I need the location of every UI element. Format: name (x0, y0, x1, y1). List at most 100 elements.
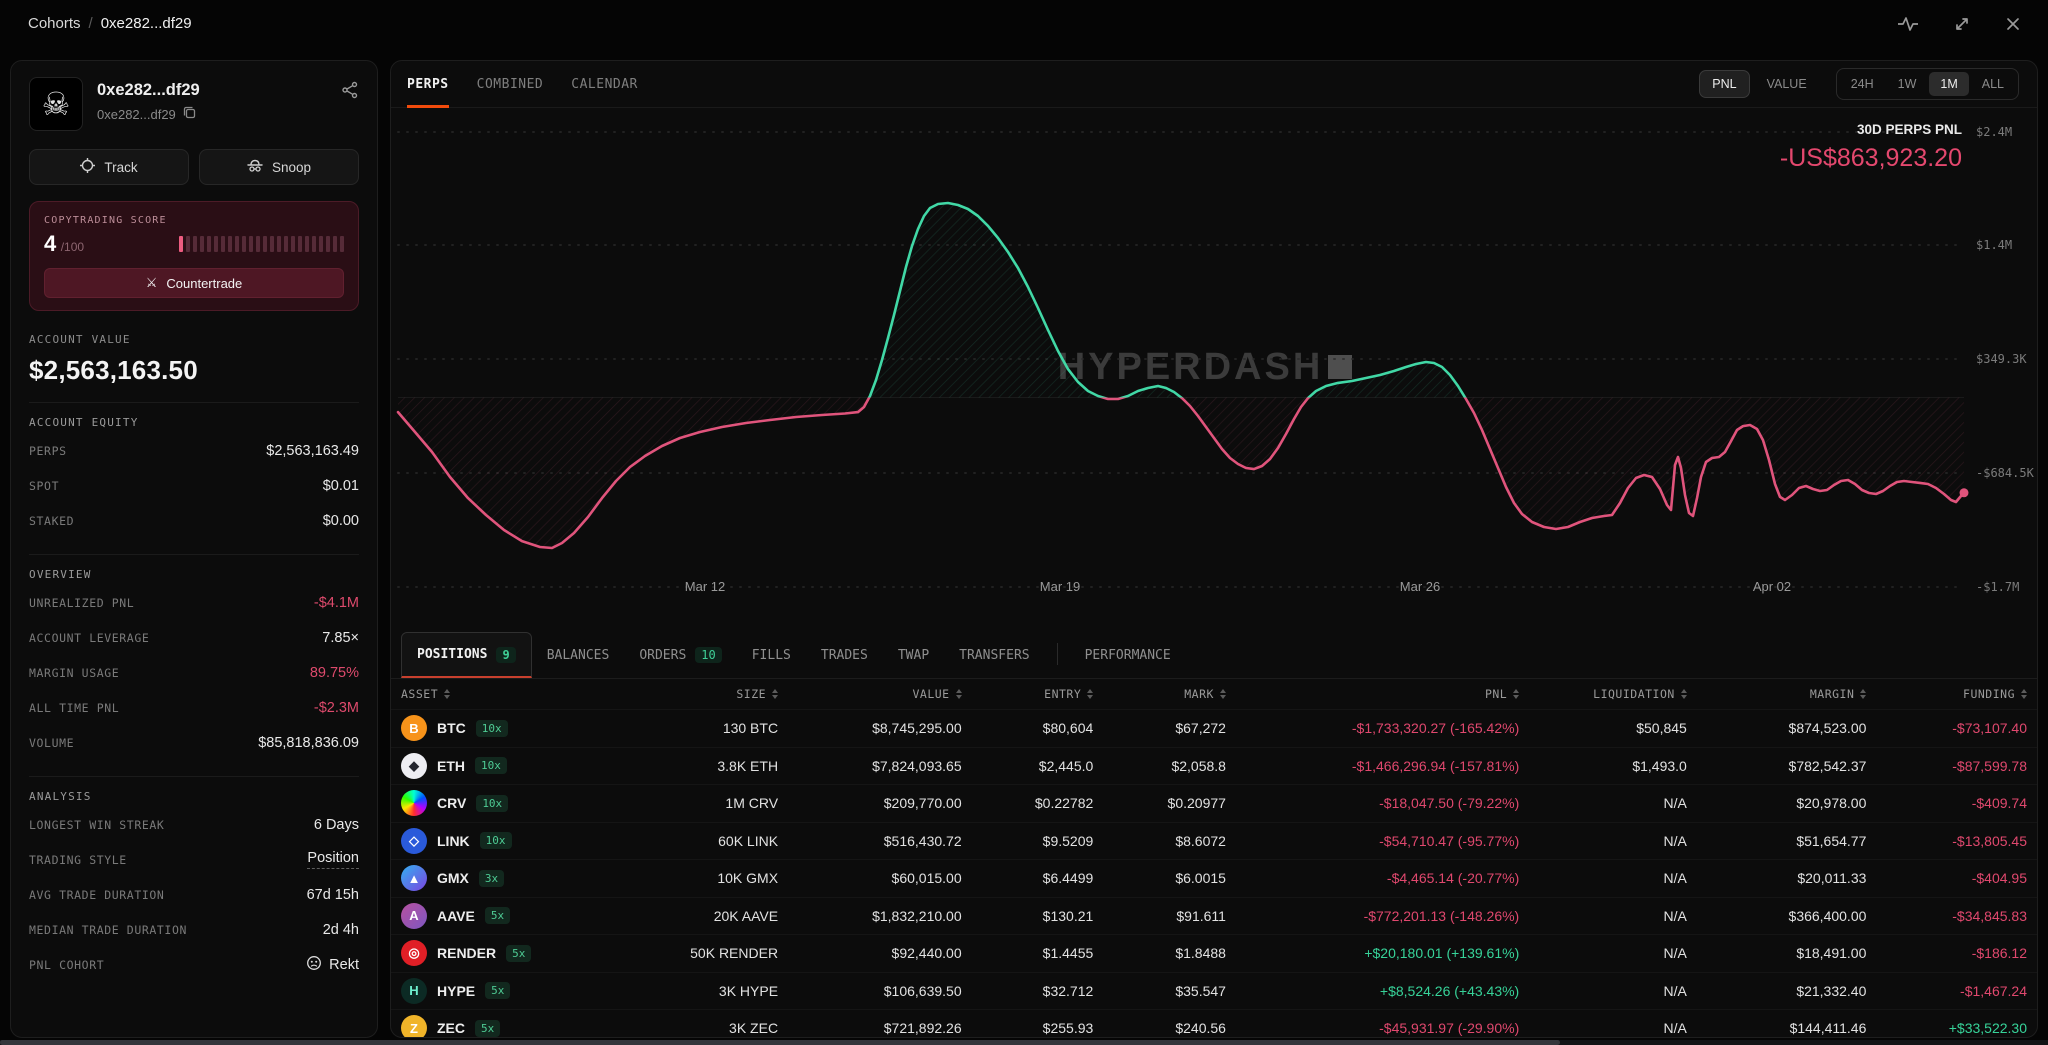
toggle-pnl[interactable]: PNL (1699, 70, 1750, 98)
stat-value: Position (307, 850, 359, 869)
stat-row: STAKED $0.00 (29, 503, 359, 538)
hyperdash-watermark: HYPERDASH (1005, 346, 1405, 389)
x-axis-tick: Apr 02 (1752, 579, 1792, 594)
table-row-zec[interactable]: Z ZEC 5x 3K ZEC $721,892.26 $255.93 $240.56 -$4… (391, 1009, 2037, 1037)
tab-combined[interactable]: COMBINED (476, 76, 544, 92)
range-1w[interactable]: 1W (1897, 77, 1917, 91)
stat-label: MEDIAN TRADE DURATION (29, 922, 187, 937)
stat-label: MARGIN USAGE (29, 665, 120, 680)
table-row-btc[interactable]: B BTC 10x 130 BTC $8,745,295.00 $80,604 $67,27… (391, 709, 2037, 747)
tab-perps[interactable]: PERPS (407, 61, 449, 108)
asset-symbol: AAVE (437, 907, 475, 924)
column-label: ENTRY (1044, 687, 1082, 701)
score-bar (228, 236, 232, 252)
column-header-funding[interactable]: FUNDING (1866, 687, 2027, 701)
tab-balances[interactable]: BALANCES (532, 632, 625, 678)
table-row-crv[interactable]: CRV 10x 1M CRV $209,770.00 $0.22782 $0.20977 -… (391, 784, 2037, 822)
score-bar (277, 236, 281, 252)
stat-value: 89.75% (310, 665, 359, 681)
cell-entry: $2,445.0 (1038, 757, 1094, 774)
tab-label: POSITIONS (417, 647, 488, 662)
score-bar (270, 236, 274, 252)
track-button[interactable]: Track (29, 149, 189, 185)
render-coin-icon: ◎ (401, 940, 427, 967)
stat-row: ALL TIME PNL -$2.3M (29, 690, 359, 725)
asset-cell: Z ZEC 5x (401, 1015, 591, 1037)
cell-mark: $1.8488 (1175, 945, 1226, 962)
table-row-hype[interactable]: H HYPE 5x 3K HYPE $106,639.50 $32.712 $35.547 +… (391, 971, 2037, 1010)
tab-calendar[interactable]: CALENDAR (571, 76, 638, 92)
column-header-pnl[interactable]: PNL (1226, 687, 1520, 701)
tab-orders[interactable]: ORDERS 10 (624, 632, 736, 678)
column-header-entry[interactable]: ENTRY (962, 687, 1094, 701)
share-icon[interactable] (341, 81, 359, 104)
tab-performance[interactable]: PERFORMANCE (1070, 632, 1186, 678)
range-24h[interactable]: 24H (1850, 77, 1874, 91)
table-row-gmx[interactable]: ▲ GMX 3x 10K GMX $60,015.00 $6.4499 $6.0015 -$4… (391, 859, 2037, 897)
cell-size: 3K HYPE (718, 982, 779, 999)
asset-symbol: HYPE (437, 982, 476, 999)
snoop-button[interactable]: Snoop (199, 149, 359, 185)
sort-up-arrow (1087, 689, 1094, 693)
cell-size: 50K RENDER (690, 945, 779, 962)
table-row-eth[interactable]: ◆ ETH 10x 3.8K ETH $7,824,093.65 $2,445.0 $2,0… (391, 746, 2037, 785)
cell-funding: -$87,599.78 (1952, 757, 2027, 774)
stat-row: UNREALIZED PNL -$4.1M (29, 585, 359, 620)
asset-symbol: CRV (437, 795, 467, 812)
leverage-badge: 3x (478, 869, 505, 887)
score-bar (249, 236, 253, 252)
tab-label: PERFORMANCE (1084, 647, 1171, 663)
stat-row: VOLUME $85,818,836.09 (29, 725, 359, 760)
headline-label: 30D PERPS PNL (1856, 122, 1962, 137)
stat-value-text: $0.01 (322, 477, 359, 494)
sort-icon (955, 689, 962, 699)
leverage-badge: 10x (476, 794, 509, 812)
tab-trades[interactable]: TRADES (806, 632, 883, 678)
toggle-value[interactable]: VALUE (1766, 77, 1807, 91)
cell-liquidation: N/A (1663, 832, 1687, 849)
cell-entry: $80,604 (1042, 720, 1094, 737)
tab-label: TRADES (820, 647, 868, 663)
tab-fills[interactable]: FILLS (737, 632, 806, 678)
expand-icon[interactable] (1954, 16, 1970, 32)
breadcrumb-cohorts[interactable]: Cohorts (28, 15, 81, 32)
cell-mark: $8.6072 (1175, 832, 1226, 849)
stat-value-text: 6 Days (313, 816, 359, 833)
stat-value-text: 7.85× (322, 629, 359, 646)
column-header-mark[interactable]: MARK (1093, 687, 1226, 701)
cell-pnl: -$1,733,320.27 (-165.42%) (1351, 720, 1520, 737)
stat-value-text: $85,818,836.09 (258, 734, 359, 751)
cell-entry: $130.21 (1042, 907, 1094, 924)
column-header-liquidation[interactable]: LIQUIDATION (1519, 687, 1687, 701)
cell-value: $1,832,210.00 (872, 907, 962, 924)
horizontal-scrollbar[interactable] (0, 1040, 2048, 1045)
cell-funding: -$186.12 (1971, 945, 2027, 962)
range-all[interactable]: ALL (1981, 77, 2004, 91)
stat-row: SPOT $0.01 (29, 468, 359, 503)
countertrade-button[interactable]: ⚔ Countertrade (44, 268, 344, 298)
column-header-margin[interactable]: MARGIN (1687, 687, 1867, 701)
close-icon[interactable] (2006, 17, 2020, 31)
tab-twap[interactable]: TWAP (883, 632, 944, 678)
column-header-value[interactable]: VALUE (778, 687, 962, 701)
sort-icon (1680, 689, 1687, 699)
range-1m[interactable]: 1M (1929, 72, 1969, 96)
cell-funding: -$73,107.40 (1952, 720, 2027, 737)
stat-value-text: 2d 4h (322, 921, 359, 938)
column-header-asset[interactable]: ASSET (401, 687, 591, 701)
scrollbar-thumb[interactable] (0, 1040, 1560, 1045)
stat-value-text: 67d 15h (306, 886, 359, 903)
stat-value: -$4.1M (314, 595, 359, 611)
column-header-size[interactable]: SIZE (591, 687, 779, 701)
table-row-aave[interactable]: A AAVE 5x 20K AAVE $1,832,210.00 $130.21 $91.6… (391, 896, 2037, 935)
tab-transfers[interactable]: TRANSFERS (944, 632, 1044, 678)
gmx-coin-icon: ▲ (401, 865, 427, 892)
breadcrumb: Cohorts / 0xe282...df29 (28, 15, 192, 32)
copy-icon[interactable] (183, 106, 196, 122)
activity-icon[interactable] (1898, 16, 1918, 32)
account-value: $2,563,163.50 (29, 355, 198, 385)
cell-mark: $240.56 (1175, 1020, 1226, 1037)
tab-positions[interactable]: POSITIONS 9 (401, 632, 532, 678)
table-row-render[interactable]: ◎ RENDER 5x 50K RENDER $92,440.00 $1.4455 $1.8… (391, 934, 2037, 972)
table-row-link[interactable]: ◇ LINK 10x 60K LINK $516,430.72 $9.5209 $8.607… (391, 821, 2037, 860)
